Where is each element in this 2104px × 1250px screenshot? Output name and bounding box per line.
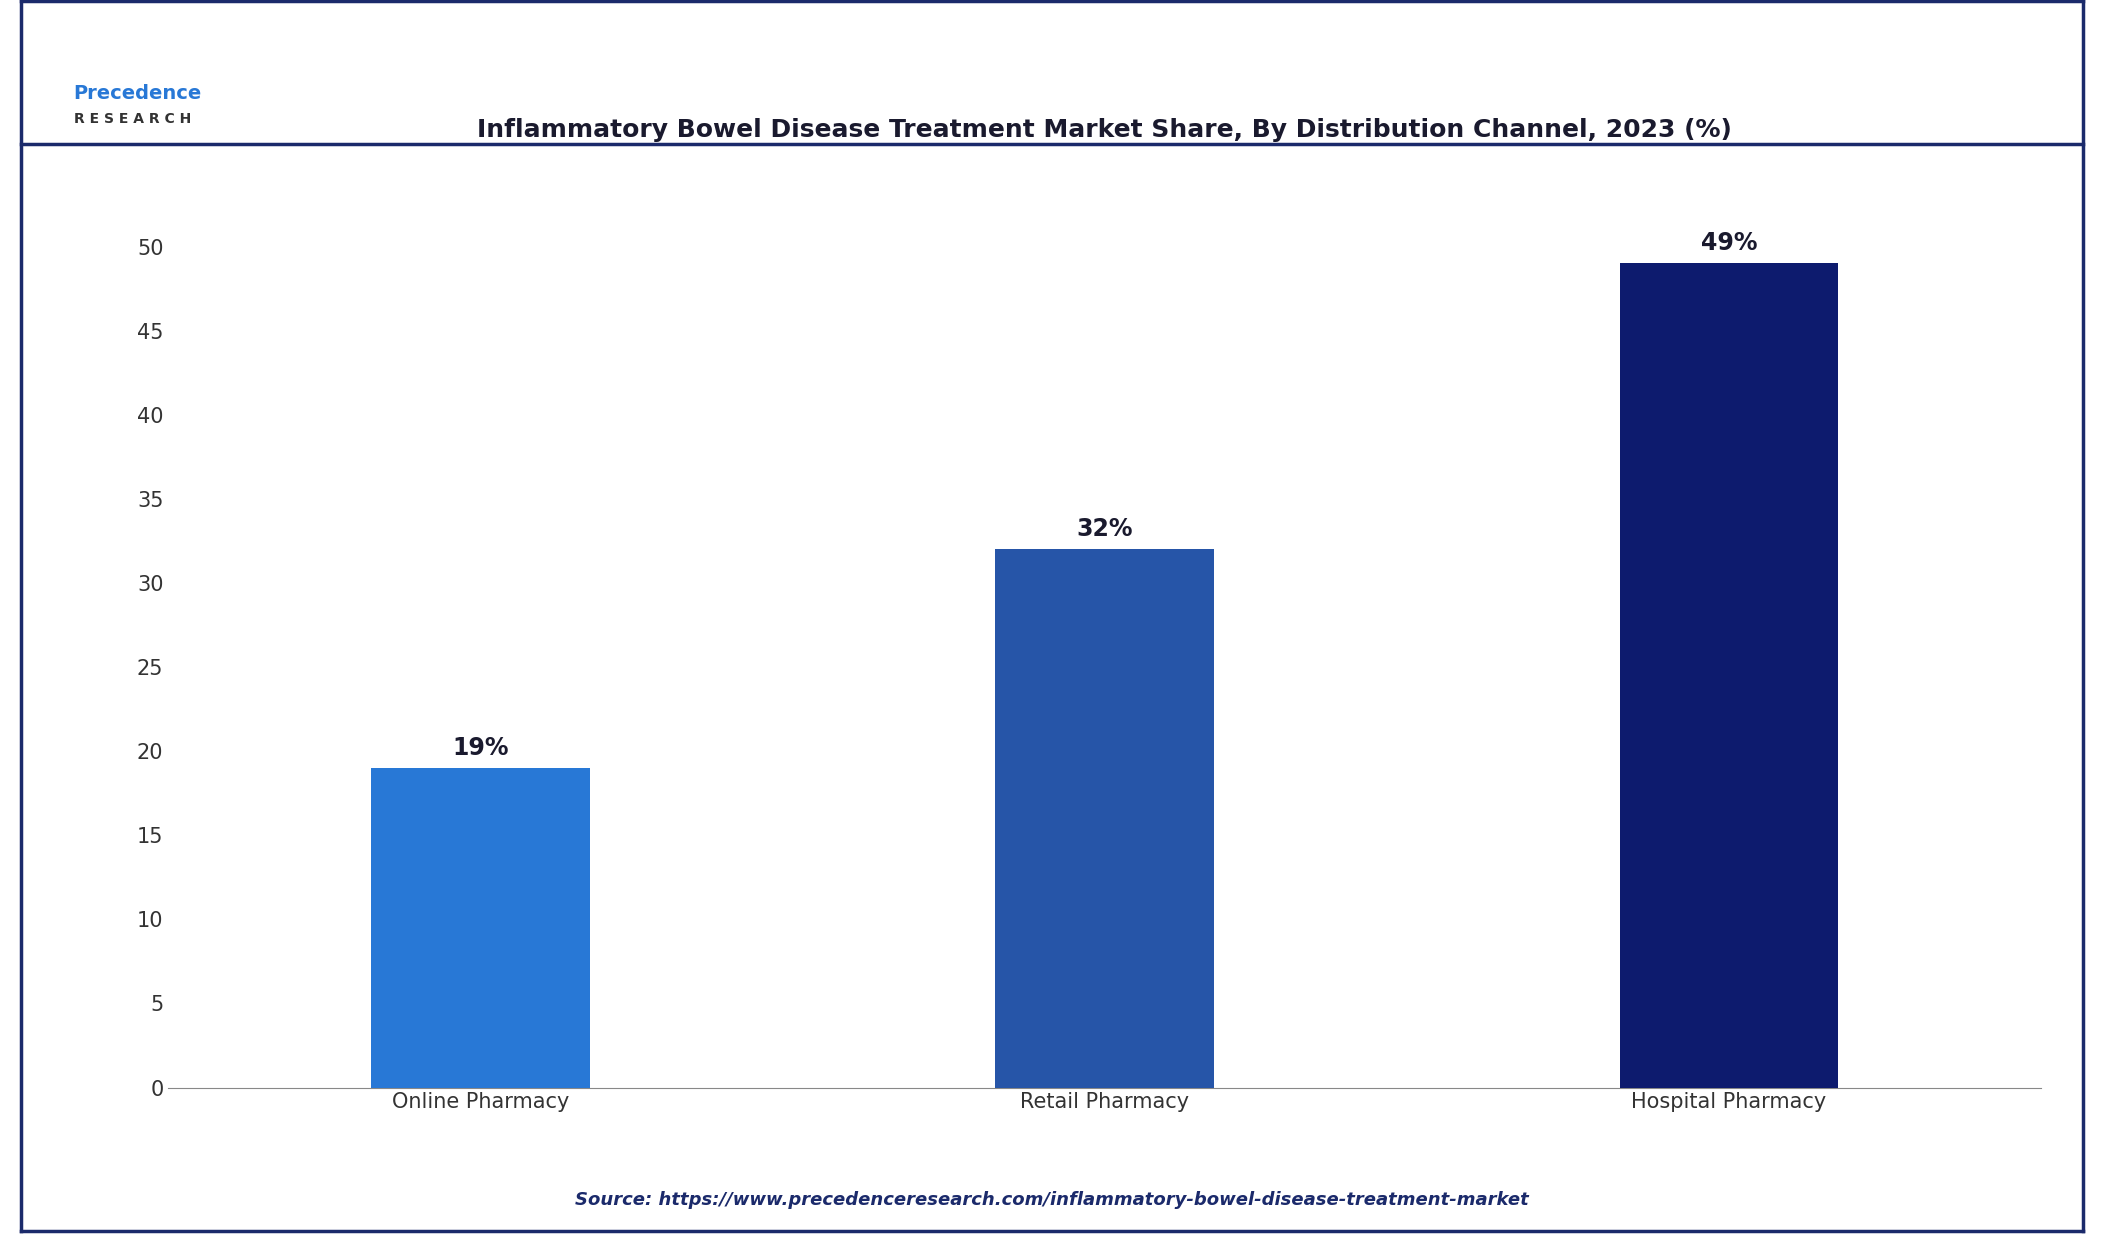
Text: Source: https://www.precedenceresearch.com/inflammatory-bowel-disease-treatment-: Source: https://www.precedenceresearch.c… [574, 1191, 1530, 1209]
Bar [995, 549, 1214, 1088]
Bar [1620, 264, 1839, 1088]
Text: Precedence: Precedence [74, 84, 202, 104]
Text: 32%: 32% [1077, 518, 1132, 541]
Text: 49%: 49% [1700, 231, 1757, 255]
Text: 19%: 19% [452, 735, 509, 760]
Title: Inflammatory Bowel Disease Treatment Market Share, By Distribution Channel, 2023: Inflammatory Bowel Disease Treatment Mar… [478, 119, 1732, 142]
Text: R E S E A R C H: R E S E A R C H [74, 111, 191, 126]
Bar [370, 768, 589, 1088]
